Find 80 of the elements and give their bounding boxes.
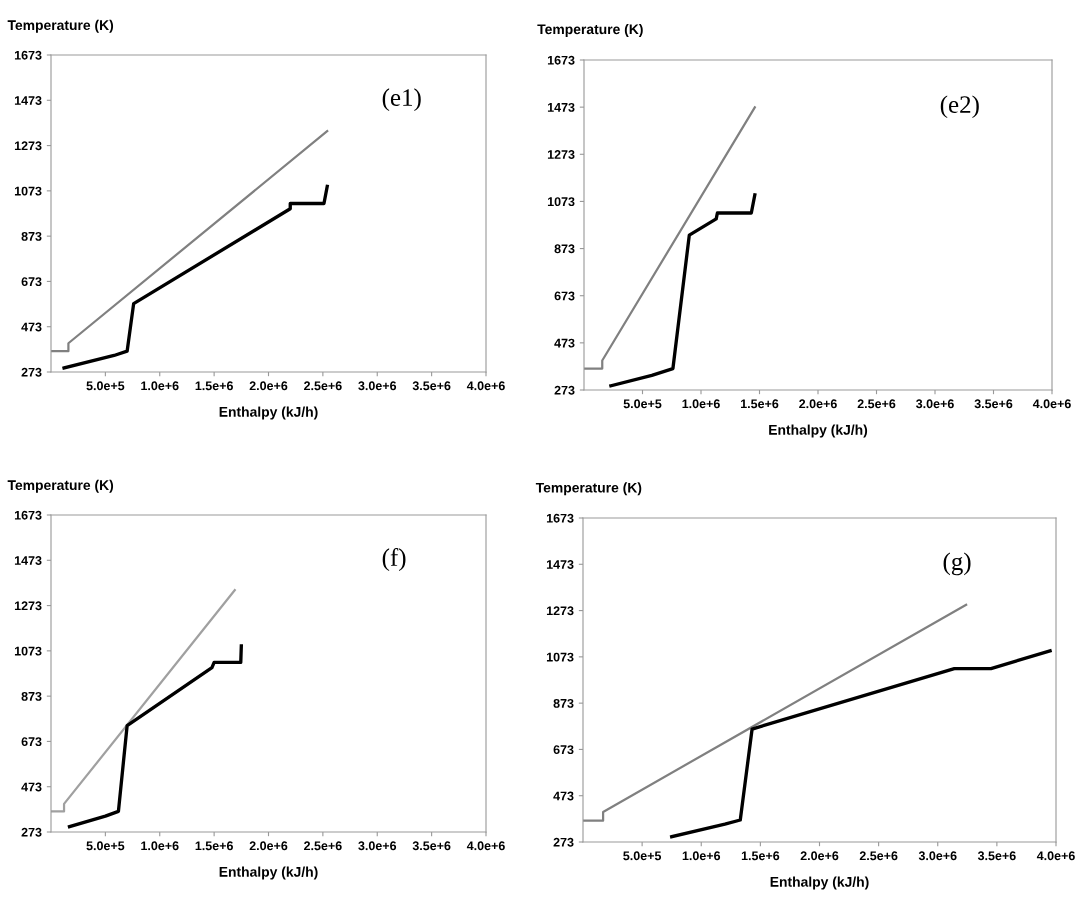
x-tick-label: 3.5e+6 xyxy=(974,399,1013,409)
x-tick-label: 1.0e+6 xyxy=(141,841,179,851)
x-axis-title: Enthalpy (kJ/h) xyxy=(770,876,869,890)
y-tick-label: 673 xyxy=(554,291,575,301)
x-tick-label: 1.5e+6 xyxy=(195,381,233,391)
x-tick-label: 2.0e+6 xyxy=(800,851,839,861)
x-tick-label: 2.5e+6 xyxy=(304,381,342,391)
x-tick-label: 1.0e+6 xyxy=(141,381,179,391)
x-tick-label: 3.0e+6 xyxy=(918,851,957,861)
x-axis-title: Enthalpy (kJ/h) xyxy=(219,406,318,420)
x-tick-label: 2.0e+6 xyxy=(799,399,837,409)
x-tick-label: 2.5e+6 xyxy=(859,851,898,861)
y-tick-label: 473 xyxy=(554,338,575,348)
y-tick-label: 873 xyxy=(554,244,575,254)
y-tick-label: 1473 xyxy=(14,556,42,565)
y-tick-label: 273 xyxy=(21,827,42,837)
y-tick-label: 1273 xyxy=(14,141,42,151)
y-tick-label: 1073 xyxy=(14,646,42,656)
line-series xyxy=(670,649,1052,839)
y-tick-label: 1073 xyxy=(547,197,575,207)
annotation: (e1) xyxy=(382,88,421,112)
y-tick-label: 873 xyxy=(553,698,574,708)
x-tick-label: 4.0e+6 xyxy=(466,381,505,391)
x-tick-label: 2.5e+6 xyxy=(304,841,342,851)
y-tick-label: 273 xyxy=(553,837,574,847)
y-tick-label: 873 xyxy=(21,231,42,241)
x-tick-label: 1.5e+6 xyxy=(195,841,233,851)
x-tick-label: 3.0e+6 xyxy=(916,399,954,409)
x-tick-label: 3.0e+6 xyxy=(358,381,397,391)
x-tick-label: 1.0e+6 xyxy=(682,399,720,409)
y-tick-label: 273 xyxy=(21,367,42,377)
y-axis-title: Temperature (K) xyxy=(7,19,114,33)
y-tick-label: 473 xyxy=(553,791,574,801)
x-tick-label: 1.5e+6 xyxy=(741,851,780,861)
y-tick-label: 873 xyxy=(21,691,42,701)
x-tick-label: 3.5e+6 xyxy=(412,841,451,851)
y-axis-title: Temperature (K) xyxy=(537,23,643,37)
x-tick-label: 4.0e+6 xyxy=(1032,399,1071,409)
x-axis-title: Enthalpy (kJ/h) xyxy=(769,424,868,438)
x-tick-label: 1.0e+6 xyxy=(682,851,721,861)
y-tick-label: 273 xyxy=(554,385,575,395)
annotation: (g) xyxy=(943,552,971,576)
y-tick-label: 473 xyxy=(21,782,42,792)
y-tick-label: 1273 xyxy=(546,606,574,616)
y-tick-label: 1273 xyxy=(14,601,42,611)
annotation: (f) xyxy=(382,548,406,572)
x-tick-label: 2.0e+6 xyxy=(249,841,288,851)
y-tick-label: 1673 xyxy=(547,55,575,65)
y-tick-label: 1673 xyxy=(14,510,42,520)
y-tick-label: 1073 xyxy=(14,186,42,196)
y-tick-label: 1473 xyxy=(547,102,575,112)
y-tick-label: 1673 xyxy=(14,50,42,60)
x-tick-label: 4.0e+6 xyxy=(466,841,505,851)
line-series xyxy=(609,193,757,388)
y-axis-title: Temperature (K) xyxy=(7,479,114,493)
y-tick-label: 673 xyxy=(21,737,42,747)
y-tick-label: 1273 xyxy=(547,150,575,159)
x-tick-label: 5.0e+5 xyxy=(86,381,125,391)
y-tick-label: 673 xyxy=(21,277,42,287)
y-tick-label: 1473 xyxy=(546,560,574,569)
x-tick-label: 2.0e+6 xyxy=(249,381,288,391)
y-tick-label: 1473 xyxy=(14,96,42,105)
x-tick-label: 5.0e+5 xyxy=(86,841,125,851)
y-tick-label: 473 xyxy=(21,322,42,332)
x-tick-label: 3.0e+6 xyxy=(358,841,397,851)
x-tick-label: 1.5e+6 xyxy=(741,399,779,409)
x-tick-label: 4.0e+6 xyxy=(1036,851,1075,861)
x-tick-label: 2.5e+6 xyxy=(857,399,896,409)
annotation: (e2) xyxy=(940,95,979,119)
x-tick-label: 5.0e+5 xyxy=(623,851,662,861)
x-tick-label: 3.5e+6 xyxy=(412,381,451,391)
line-series xyxy=(67,644,243,829)
x-tick-label: 5.0e+5 xyxy=(623,399,662,409)
x-tick-label: 3.5e+6 xyxy=(977,851,1016,861)
line-series xyxy=(62,184,329,370)
y-tick-label: 1673 xyxy=(546,513,574,523)
y-tick-label: 1073 xyxy=(546,652,574,662)
y-tick-label: 673 xyxy=(553,745,574,755)
y-axis-title: Temperature (K) xyxy=(535,482,642,496)
x-axis-title: Enthalpy (kJ/h) xyxy=(219,866,318,880)
